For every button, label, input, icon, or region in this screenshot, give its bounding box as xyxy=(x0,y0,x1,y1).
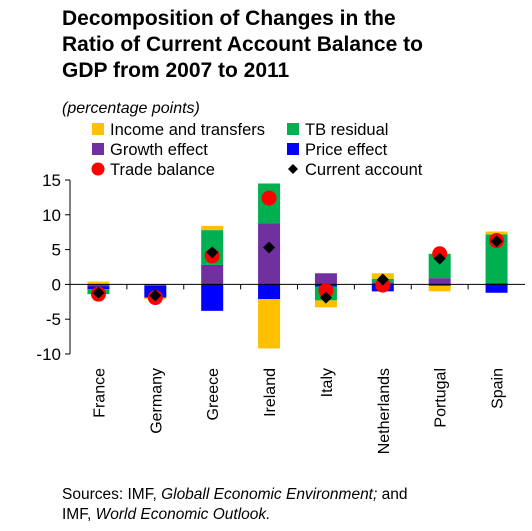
bar-growth-effect-greece xyxy=(201,264,224,285)
legend-item-income-and-transfers: Income and transfers xyxy=(92,121,265,139)
x-tick-label-greece: Greece xyxy=(205,368,222,421)
legend-label-price-effect: Price effect xyxy=(305,141,388,159)
legend-label-trade-balance: Trade balance xyxy=(110,161,215,179)
bar-income-and-transfers-greece xyxy=(201,225,224,231)
chart-title-line-2: Ratio of Current Account Balance to xyxy=(62,33,423,56)
marker-current-account-ireland xyxy=(263,241,276,254)
x-tick-label-netherlands: Netherlands xyxy=(376,368,393,454)
source-line-1: Sources: IMF, Globall Economic Environme… xyxy=(62,485,407,505)
y-tick-label: 0 xyxy=(52,275,61,294)
bar-growth-effect-portugal xyxy=(428,278,451,285)
bar-growth-effect-italy xyxy=(314,273,337,285)
bar-growth-effect-spain xyxy=(485,283,508,285)
marker-current-account-greece xyxy=(206,246,219,259)
x-tick-label-portugal: Portugal xyxy=(433,368,450,428)
legend-label-growth-effect: Growth effect xyxy=(110,141,208,159)
bar-price-effect-spain xyxy=(485,284,508,293)
marker-current-account-germany xyxy=(149,289,162,302)
legend-swatch-tb-residual xyxy=(287,123,299,135)
bar-growth-effect-ireland xyxy=(258,223,281,285)
y-tick-label: -10 xyxy=(36,345,61,364)
y-tick-label: 15 xyxy=(42,171,61,190)
source-line2-prefix: IMF, xyxy=(62,506,96,523)
legend-label-income-and-transfers: Income and transfers xyxy=(110,121,265,139)
legend-swatch-current-account xyxy=(288,164,298,174)
x-tick-label-france: France xyxy=(91,368,108,418)
legend-item-growth-effect: Growth effect xyxy=(92,141,208,159)
x-tick-label-ireland: Ireland xyxy=(262,368,279,417)
source-title-1: Globall Economic Environment; xyxy=(161,486,378,503)
bar-price-effect-portugal xyxy=(428,284,451,286)
legend: Income and transfers TB residual Growth ef… xyxy=(91,121,423,179)
marker-current-account-italy xyxy=(319,291,332,304)
axes: -10 -5 0 5 10 15 France Germany Greece Ireland Ita… xyxy=(36,171,525,454)
legend-item-price-effect: Price effect xyxy=(287,141,388,159)
legend-item-tb-residual: TB residual xyxy=(287,121,388,139)
bar-income-and-transfers-france xyxy=(87,281,110,285)
bar-income-and-transfers-ireland xyxy=(258,299,281,349)
chart-subtitle: (percentage points) xyxy=(62,100,200,117)
legend-label-tb-residual: TB residual xyxy=(305,121,388,139)
bars xyxy=(87,183,508,349)
legend-swatch-income-and-transfers xyxy=(92,123,104,135)
marker-current-account-france xyxy=(92,286,105,299)
bar-income-and-transfers-portugal xyxy=(428,285,451,292)
source-line-2: IMF, World Economic Outlook. xyxy=(62,505,407,525)
chart-canvas: Income and transfers TB residual Growth ef… xyxy=(36,121,525,454)
bar-price-effect-ireland xyxy=(258,284,281,300)
chart-title-line-3: GDP from 2007 to 2011 xyxy=(62,59,290,82)
marker-current-account-portugal xyxy=(433,252,446,265)
bar-price-effect-greece xyxy=(201,284,224,311)
source-prefix: Sources: IMF, xyxy=(62,486,162,503)
marker-current-account-spain xyxy=(490,235,503,248)
source-title-2: World Economic Outlook. xyxy=(95,506,271,523)
legend-swatch-growth-effect xyxy=(92,143,104,155)
chart-title: Decomposition of Changes in the Ratio of… xyxy=(62,6,528,84)
y-tick-label: 10 xyxy=(42,206,61,225)
bar-tb-residual-spain xyxy=(485,234,508,284)
chart-title-line-1: Decomposition of Changes in the xyxy=(62,7,396,30)
x-tick-label-italy: Italy xyxy=(319,368,336,397)
legend-swatch-trade-balance xyxy=(91,162,105,176)
marker-current-account-netherlands xyxy=(376,273,389,286)
bar-income-and-transfers-italy xyxy=(314,300,337,308)
x-tick-label-germany: Germany xyxy=(148,368,165,434)
legend-item-current-account: Current account xyxy=(288,161,423,179)
source-mid: and xyxy=(377,486,408,503)
bar-growth-effect-france xyxy=(87,284,110,287)
bar-growth-effect-germany xyxy=(144,284,167,286)
source-note: Sources: IMF, Globall Economic Environme… xyxy=(62,485,407,525)
marker-trade-balance-italy xyxy=(318,283,334,299)
y-tick-label: 5 xyxy=(52,241,61,260)
x-tick-label-spain: Spain xyxy=(490,368,507,409)
bar-income-and-transfers-spain xyxy=(485,231,508,235)
legend-item-trade-balance: Trade balance xyxy=(91,161,215,179)
marker-trade-balance-ireland xyxy=(261,190,277,206)
legend-swatch-price-effect xyxy=(287,143,299,155)
y-tick-label: -5 xyxy=(46,310,61,329)
markers xyxy=(90,190,505,306)
bar-tb-residual-portugal xyxy=(428,253,451,279)
legend-label-current-account: Current account xyxy=(305,161,423,179)
